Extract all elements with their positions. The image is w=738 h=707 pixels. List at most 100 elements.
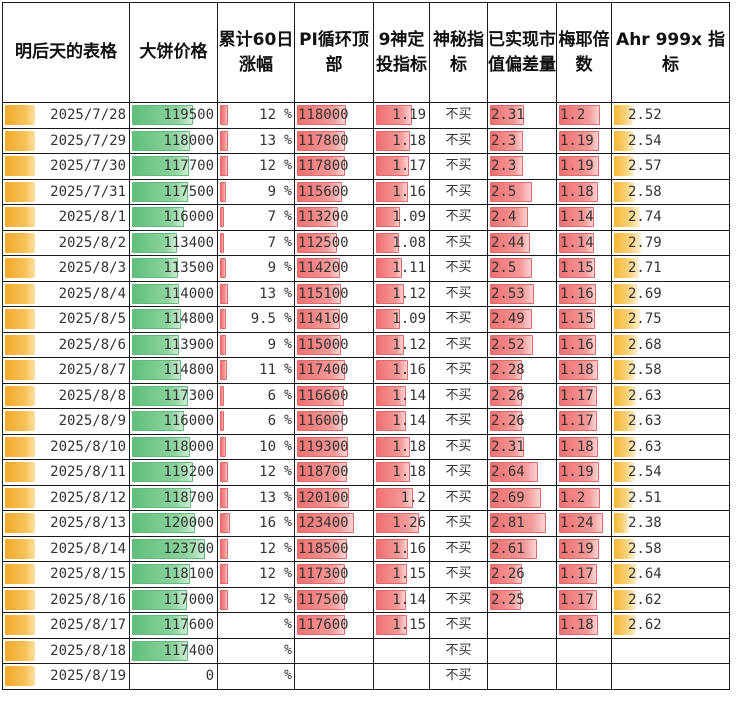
cell-date[interactable]: 2025/7/31 [2, 178, 130, 205]
cell-cum60[interactable]: 12% [217, 561, 295, 588]
cell-cum60[interactable]: 9% [217, 331, 295, 358]
cell-pi[interactable]: 117600 [294, 612, 374, 639]
cell-price[interactable]: 114800 [129, 357, 218, 384]
cell-ahr[interactable]: 2.68 [611, 331, 730, 358]
cell-mayer[interactable]: 1.19 [556, 153, 612, 180]
cell-mayer[interactable]: 1.17 [556, 586, 612, 613]
cell-dca[interactable]: 1.17 [373, 153, 430, 180]
cell-mayer[interactable]: 1.18 [556, 612, 612, 639]
cell-price[interactable]: 117400 [129, 637, 218, 664]
cell-cum60[interactable]: 7% [217, 204, 295, 231]
cell-mvrv[interactable]: 2.49 [487, 306, 557, 333]
cell-mystery[interactable]: 不买 [429, 484, 488, 511]
cell-dca[interactable]: 1.14 [373, 382, 430, 409]
cell-ahr[interactable] [611, 663, 730, 690]
cell-mayer[interactable]: 1.18 [556, 433, 612, 460]
cell-dca[interactable]: 1.11 [373, 255, 430, 282]
cell-mystery[interactable]: 不买 [429, 663, 488, 690]
header-mystery[interactable]: 神秘指标 [429, 2, 488, 103]
cell-cum60[interactable]: 12% [217, 153, 295, 180]
cell-pi[interactable]: 118700 [294, 459, 374, 486]
cell-mayer[interactable]: 1.18 [556, 357, 612, 384]
cell-mayer[interactable]: 1.15 [556, 255, 612, 282]
cell-price[interactable]: 113400 [129, 229, 218, 256]
cell-pi[interactable]: 119300 [294, 433, 374, 460]
cell-mystery[interactable]: 不买 [429, 561, 488, 588]
cell-cum60[interactable]: 10% [217, 433, 295, 460]
cell-date[interactable]: 2025/8/13 [2, 510, 130, 537]
cell-price[interactable]: 114800 [129, 306, 218, 333]
cell-cum60[interactable]: 13% [217, 280, 295, 307]
cell-mayer[interactable]: 1.19 [556, 127, 612, 154]
cell-date[interactable]: 2025/8/16 [2, 586, 130, 613]
cell-pi[interactable]: 116000 [294, 408, 374, 435]
cell-cum60[interactable]: 9% [217, 178, 295, 205]
cell-mvrv[interactable]: 2.31 [487, 102, 557, 129]
cell-ahr[interactable]: 2.38 [611, 510, 730, 537]
header-ahr[interactable]: Ahr 999x 指标 [611, 2, 730, 103]
cell-date[interactable]: 2025/8/2 [2, 229, 130, 256]
cell-price[interactable]: 116000 [129, 204, 218, 231]
cell-date[interactable]: 2025/8/9 [2, 408, 130, 435]
cell-pi[interactable]: 114100 [294, 306, 374, 333]
cell-date[interactable]: 2025/8/8 [2, 382, 130, 409]
cell-price[interactable]: 0 [129, 663, 218, 690]
cell-cum60[interactable]: % [217, 663, 295, 690]
cell-dca[interactable]: 1.14 [373, 408, 430, 435]
cell-ahr[interactable]: 2.58 [611, 357, 730, 384]
cell-ahr[interactable]: 2.74 [611, 204, 730, 231]
cell-cum60[interactable]: 12% [217, 586, 295, 613]
cell-dca[interactable]: 1.09 [373, 306, 430, 333]
cell-ahr[interactable]: 2.69 [611, 280, 730, 307]
cell-pi[interactable]: 117500 [294, 586, 374, 613]
cell-mayer[interactable]: 1.2 [556, 484, 612, 511]
cell-cum60[interactable]: 13% [217, 484, 295, 511]
cell-mayer[interactable]: 1.17 [556, 408, 612, 435]
cell-dca[interactable]: 1.16 [373, 178, 430, 205]
cell-cum60[interactable]: % [217, 612, 295, 639]
cell-price[interactable]: 119200 [129, 459, 218, 486]
cell-price[interactable]: 113500 [129, 255, 218, 282]
cell-mvrv[interactable]: 2.44 [487, 229, 557, 256]
cell-date[interactable]: 2025/8/5 [2, 306, 130, 333]
header-mvrv[interactable]: 已实现市值偏差量 [487, 2, 557, 103]
cell-ahr[interactable]: 2.64 [611, 561, 730, 588]
header-mayer[interactable]: 梅耶倍数 [556, 2, 612, 103]
cell-price[interactable]: 116000 [129, 408, 218, 435]
cell-ahr[interactable]: 2.62 [611, 586, 730, 613]
cell-dca[interactable]: 1.18 [373, 127, 430, 154]
cell-mystery[interactable]: 不买 [429, 255, 488, 282]
cell-pi[interactable]: 117800 [294, 127, 374, 154]
cell-date[interactable]: 2025/8/1 [2, 204, 130, 231]
cell-price[interactable]: 123700 [129, 535, 218, 562]
cell-price[interactable]: 118000 [129, 433, 218, 460]
cell-mayer[interactable]: 1.2 [556, 102, 612, 129]
cell-dca[interactable] [373, 637, 430, 664]
cell-pi[interactable]: 115600 [294, 178, 374, 205]
cell-date[interactable]: 2025/8/7 [2, 357, 130, 384]
cell-ahr[interactable]: 2.54 [611, 127, 730, 154]
cell-cum60[interactable]: 12% [217, 102, 295, 129]
cell-ahr[interactable]: 2.63 [611, 433, 730, 460]
cell-mystery[interactable]: 不买 [429, 331, 488, 358]
cell-ahr[interactable]: 2.51 [611, 484, 730, 511]
header-date[interactable]: 明后天的表格 [2, 2, 130, 103]
cell-mystery[interactable]: 不买 [429, 382, 488, 409]
cell-mystery[interactable]: 不买 [429, 306, 488, 333]
cell-price[interactable]: 118000 [129, 127, 218, 154]
cell-cum60[interactable]: 6% [217, 382, 295, 409]
cell-mvrv[interactable]: 2.26 [487, 561, 557, 588]
cell-mayer[interactable]: 1.16 [556, 331, 612, 358]
cell-date[interactable]: 2025/8/4 [2, 280, 130, 307]
cell-mystery[interactable]: 不买 [429, 229, 488, 256]
cell-cum60[interactable]: 7% [217, 229, 295, 256]
cell-price[interactable]: 113900 [129, 331, 218, 358]
cell-date[interactable]: 2025/8/15 [2, 561, 130, 588]
cell-date[interactable]: 2025/7/28 [2, 102, 130, 129]
header-cum60[interactable]: 累计60日涨幅 [217, 2, 295, 103]
cell-cum60[interactable]: 6% [217, 408, 295, 435]
cell-mvrv[interactable] [487, 612, 557, 639]
cell-dca[interactable]: 1.15 [373, 612, 430, 639]
cell-cum60[interactable]: 12% [217, 535, 295, 562]
cell-ahr[interactable]: 2.58 [611, 535, 730, 562]
